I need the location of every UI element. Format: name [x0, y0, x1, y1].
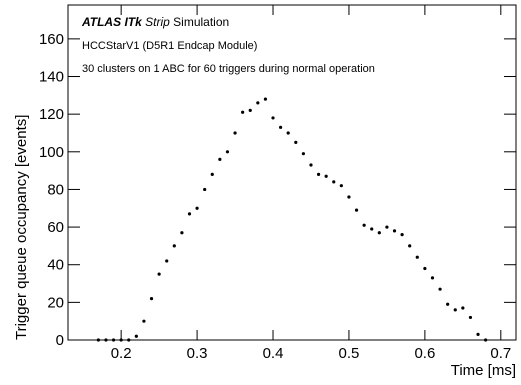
annotation: 30 clusters on 1 ABC for 60 triggers dur…	[82, 63, 375, 75]
data-point	[316, 172, 321, 176]
data-point	[225, 150, 230, 154]
plot-frame	[67, 4, 517, 341]
data-point	[248, 108, 252, 112]
data-point	[149, 296, 154, 301]
y-tick-label: 100	[39, 144, 64, 161]
data-point	[157, 272, 161, 276]
data-point	[104, 338, 108, 342]
data-point	[263, 97, 268, 101]
data-point	[233, 131, 237, 135]
x-tick-label: 0.3	[187, 345, 208, 362]
data-point	[438, 287, 442, 291]
data-point	[468, 315, 473, 320]
data-point	[96, 338, 100, 342]
data-point	[377, 231, 381, 235]
data-point	[203, 187, 207, 192]
data-point	[476, 332, 480, 336]
y-tick-label: 60	[47, 219, 64, 236]
data-point	[218, 157, 222, 161]
data-point	[392, 229, 397, 233]
data-point	[210, 172, 214, 176]
y-tick-label: 120	[39, 106, 64, 123]
y-tick-label: 20	[47, 294, 64, 311]
data-point	[423, 266, 427, 271]
status-label: Simulation	[173, 15, 229, 29]
subsystem-label: Strip	[145, 15, 170, 29]
data-point	[119, 338, 123, 342]
data-point	[286, 131, 290, 135]
y-tick-label: 140	[39, 69, 64, 86]
data-point	[256, 101, 260, 105]
data-point	[339, 184, 343, 188]
data-point	[134, 334, 138, 338]
data-point	[332, 180, 336, 184]
data-point	[142, 319, 146, 323]
y-tick-label: 0	[56, 332, 64, 349]
y-tick-label: 80	[47, 181, 64, 198]
x-tick-label: 0.2	[111, 345, 132, 362]
data-point	[279, 125, 283, 129]
data-point	[484, 338, 488, 342]
data-point	[301, 152, 305, 156]
data-point	[180, 231, 184, 235]
data-point	[127, 338, 131, 342]
data-point	[271, 116, 275, 120]
data-point	[415, 255, 419, 259]
x-axis-label: Time [ms]	[451, 362, 516, 379]
experiment-label: ATLAS	[81, 15, 121, 29]
y-axis-label: Trigger queue occupancy [events]	[13, 115, 30, 340]
data-point	[370, 227, 374, 231]
x-tick-label: 0.7	[490, 345, 511, 362]
data-point	[461, 306, 465, 310]
y-tick-label: 40	[47, 257, 64, 274]
data-point	[294, 140, 298, 144]
detector-label: ITk	[124, 15, 143, 29]
data-point	[324, 174, 328, 178]
annotation: ATLAS ITk Strip Simulation	[81, 15, 229, 29]
data-point	[362, 223, 366, 227]
x-tick-label: 0.6	[414, 345, 435, 362]
data-point	[172, 244, 176, 248]
data-point	[241, 110, 245, 114]
data-point	[446, 302, 450, 306]
data-point	[354, 208, 359, 212]
data-point	[187, 212, 192, 216]
data-point	[347, 195, 351, 199]
data-point	[408, 244, 412, 248]
data-point	[453, 308, 457, 312]
data-point	[165, 259, 169, 263]
annotation: HCCStarV1 (D5R1 Endcap Module)	[82, 40, 257, 52]
x-tick-label: 0.4	[263, 345, 284, 362]
data-point	[400, 233, 404, 237]
y-tick-label: 160	[39, 31, 64, 48]
data-point	[111, 338, 116, 342]
data-point	[385, 225, 389, 229]
data-point	[195, 206, 199, 210]
data-point	[430, 276, 435, 280]
data-point	[309, 163, 313, 167]
x-tick-label: 0.5	[339, 345, 360, 362]
